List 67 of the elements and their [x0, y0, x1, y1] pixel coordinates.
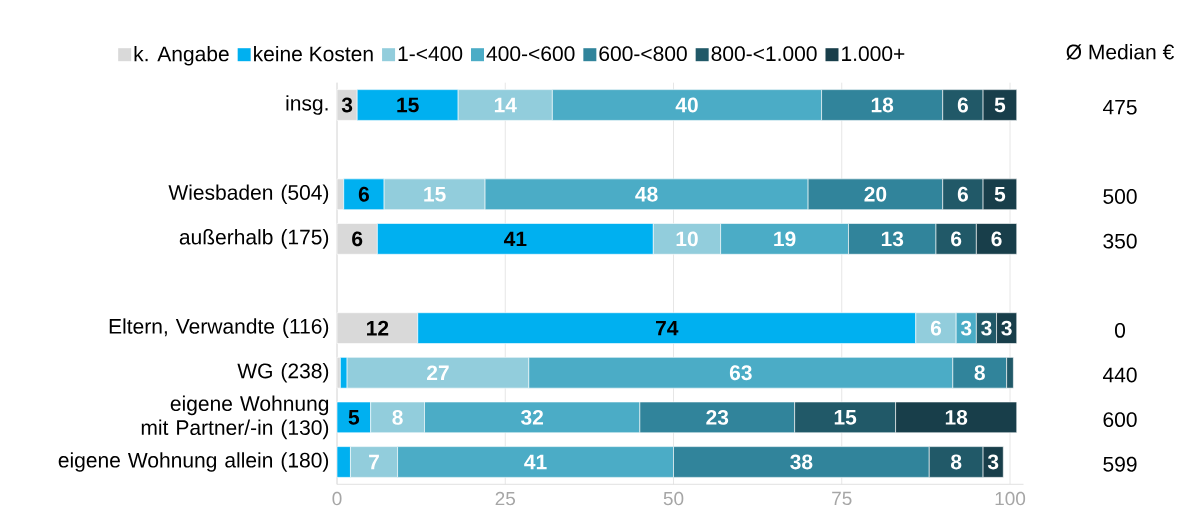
legend-label: 400-<600: [486, 46, 575, 62]
legend-label: 1.000+: [842, 46, 905, 62]
data-label: 8: [951, 454, 962, 470]
data-label: 74: [656, 320, 679, 336]
data-label: 5: [994, 97, 1006, 113]
y-tick-label: WG (238): [237, 362, 329, 383]
data-label: 20: [864, 186, 887, 202]
data-label: 6: [930, 320, 942, 336]
y-tick-label: Wiesbaden (504): [168, 184, 329, 205]
data-label: 6: [991, 231, 1002, 247]
text: 475: [1102, 99, 1137, 115]
legend-label: 600-<800: [599, 46, 687, 62]
data-label: 15: [397, 97, 419, 113]
text: 599: [1103, 456, 1137, 472]
y-tick-label: außerhalb (175): [179, 229, 329, 249]
data-label: 38: [790, 454, 813, 470]
data-label: 27: [427, 365, 449, 381]
y-tick-label: insg.: [286, 95, 328, 115]
data-label: 32: [520, 409, 544, 425]
text: 440: [1102, 367, 1137, 383]
legend-label: 800-<1.000: [711, 46, 817, 62]
data-label: 6: [957, 97, 968, 113]
data-label: 6: [358, 186, 369, 202]
data-label: 5: [348, 410, 360, 425]
data-label: 12: [367, 320, 389, 336]
data-label: 3: [1001, 320, 1012, 336]
data-label: 15: [424, 186, 446, 202]
data-label: 15: [834, 410, 857, 425]
data-label: 3: [987, 454, 999, 470]
text: Ø Median €: [1066, 44, 1174, 60]
text: 350: [1103, 233, 1137, 249]
y-tick-label: eigene Wohnung allein (180): [58, 452, 329, 472]
legend-label: 1-<400: [398, 46, 463, 62]
data-label: 3: [341, 97, 353, 113]
data-label: 18: [945, 409, 968, 425]
x-tick-label: 100: [995, 491, 1026, 506]
data-label: 13: [881, 231, 904, 247]
legend-label: keine Kosten: [254, 45, 373, 62]
data-label: 6: [951, 231, 962, 247]
data-label: 48: [635, 186, 658, 202]
y-tick-label: Eltern, Verwandte (116): [109, 318, 329, 338]
x-tick-label: 75: [832, 491, 852, 506]
text: 600: [1103, 412, 1137, 428]
text: 0: [1115, 322, 1126, 338]
data-label: 40: [675, 97, 698, 113]
data-label: 8: [974, 365, 985, 381]
data-label: 8: [392, 409, 403, 425]
y-tick-label: eigene Wohnung mit Partner/-in (130): [141, 395, 329, 440]
data-label: 14: [494, 97, 517, 113]
data-label: 10: [676, 231, 698, 247]
data-label: 3: [981, 320, 992, 336]
data-label: 5: [994, 186, 1006, 202]
x-tick-label: 25: [495, 491, 516, 506]
data-label: 63: [729, 365, 752, 381]
data-label: 41: [524, 454, 547, 470]
data-label: 7: [369, 454, 379, 470]
data-label: 6: [957, 186, 968, 202]
data-label: 23: [706, 409, 729, 425]
x-tick-label: 50: [663, 491, 684, 506]
data-label: 3: [960, 320, 972, 336]
data-label: 41: [503, 231, 527, 247]
text: 500: [1103, 189, 1137, 204]
data-label: 6: [352, 231, 363, 247]
data-label: 19: [774, 231, 796, 247]
legend-label: k. Angabe: [134, 45, 229, 66]
x-tick-label: 0: [332, 491, 342, 506]
data-label: 18: [871, 97, 894, 113]
